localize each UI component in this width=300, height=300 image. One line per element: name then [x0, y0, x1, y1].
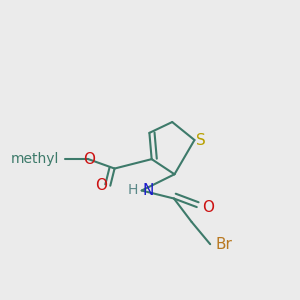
Text: Br: Br — [215, 237, 232, 252]
Text: H: H — [127, 183, 138, 197]
Text: S: S — [196, 133, 206, 148]
Text: O: O — [95, 178, 107, 193]
Text: N: N — [143, 183, 154, 198]
Text: O: O — [202, 200, 214, 214]
Text: methyl: methyl — [11, 152, 59, 166]
Text: O: O — [83, 152, 95, 166]
